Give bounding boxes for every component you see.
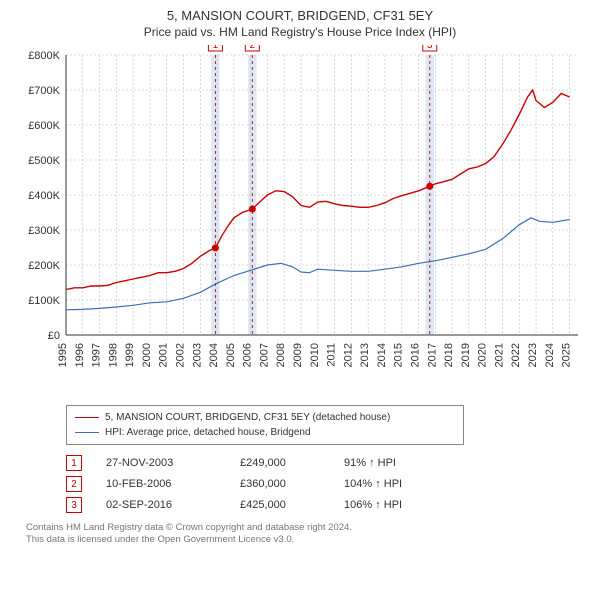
sale-date: 10-FEB-2006 [106,474,216,495]
sale-marker-badge: 3 [66,497,82,513]
svg-text:2008: 2008 [275,343,287,367]
svg-text:2: 2 [250,45,256,51]
footnote-line-2: This data is licensed under the Open Gov… [26,534,578,547]
svg-text:2014: 2014 [376,343,388,367]
svg-text:1998: 1998 [107,343,119,367]
svg-text:1999: 1999 [124,343,136,367]
svg-text:2015: 2015 [393,343,405,367]
sale-price: £360,000 [240,474,320,495]
legend-label-2: HPI: Average price, detached house, Brid… [105,425,311,440]
svg-text:2022: 2022 [510,343,522,367]
svg-text:2002: 2002 [175,343,187,367]
sale-pct: 104% ↑ HPI [344,474,444,495]
svg-text:2023: 2023 [527,343,539,367]
sale-pct: 91% ↑ HPI [344,453,444,474]
svg-text:1997: 1997 [91,343,103,367]
svg-text:1996: 1996 [74,343,86,367]
svg-text:2020: 2020 [477,343,489,367]
svg-text:1995: 1995 [57,343,69,367]
legend: 5, MANSION COURT, BRIDGEND, CF31 5EY (de… [66,405,464,445]
sale-date: 02-SEP-2016 [106,495,216,516]
footnote-line-1: Contains HM Land Registry data © Crown c… [26,522,578,535]
svg-text:£600K: £600K [28,120,60,132]
svg-text:2001: 2001 [158,343,170,367]
line-chart: £0 £100K £200K £300K £400K £500K £600K £700K £80… [12,45,588,395]
svg-text:2004: 2004 [208,343,220,367]
svg-text:2019: 2019 [460,343,472,367]
svg-text:2024: 2024 [544,343,556,367]
sale-marker-badge: 1 [66,455,82,471]
svg-text:2010: 2010 [309,343,321,367]
svg-text:2003: 2003 [191,343,203,367]
sale-marker-badge: 2 [66,476,82,492]
chart-title: 5, MANSION COURT, BRIDGEND, CF31 5EY [12,8,588,23]
svg-text:2011: 2011 [326,343,338,367]
svg-text:2009: 2009 [292,343,304,367]
svg-text:£800K: £800K [28,50,60,62]
svg-text:£200K: £200K [28,260,60,272]
svg-text:2025: 2025 [561,343,573,367]
sales-row: 1 27-NOV-2003 £249,000 91% ↑ HPI [66,453,578,474]
legend-swatch-1 [75,417,99,418]
svg-text:£400K: £400K [28,190,60,202]
svg-text:2018: 2018 [443,343,455,367]
svg-text:3: 3 [427,45,433,51]
svg-text:2005: 2005 [225,343,237,367]
legend-label-1: 5, MANSION COURT, BRIDGEND, CF31 5EY (de… [105,410,390,425]
svg-text:£500K: £500K [28,155,60,167]
chart-area: £0 £100K £200K £300K £400K £500K £600K £700K £80… [12,45,588,395]
figure-container: 5, MANSION COURT, BRIDGEND, CF31 5EY Pri… [0,0,600,555]
legend-item-2: HPI: Average price, detached house, Brid… [75,425,455,440]
svg-text:£700K: £700K [28,85,60,97]
sale-price: £249,000 [240,453,320,474]
svg-text:1: 1 [213,45,219,51]
svg-text:£300K: £300K [28,225,60,237]
svg-text:2012: 2012 [342,343,354,367]
svg-text:2016: 2016 [410,343,422,367]
chart-subtitle: Price paid vs. HM Land Registry's House … [12,25,588,39]
svg-text:2021: 2021 [493,343,505,367]
sales-table: 1 27-NOV-2003 £249,000 91% ↑ HPI 2 10-FEB-200… [66,453,578,516]
svg-text:2013: 2013 [359,343,371,367]
svg-text:£0: £0 [48,330,60,342]
legend-item-1: 5, MANSION COURT, BRIDGEND, CF31 5EY (de… [75,410,455,425]
sale-date: 27-NOV-2003 [106,453,216,474]
svg-text:2006: 2006 [242,343,254,367]
svg-text:2007: 2007 [258,343,270,367]
legend-swatch-2 [75,432,99,433]
footnote: Contains HM Land Registry data © Crown c… [26,522,578,548]
svg-text:2000: 2000 [141,343,153,367]
sale-price: £425,000 [240,495,320,516]
sales-row: 3 02-SEP-2016 £425,000 106% ↑ HPI [66,495,578,516]
svg-text:£100K: £100K [28,295,60,307]
sales-row: 2 10-FEB-2006 £360,000 104% ↑ HPI [66,474,578,495]
sale-pct: 106% ↑ HPI [344,495,444,516]
svg-text:2017: 2017 [426,343,438,367]
